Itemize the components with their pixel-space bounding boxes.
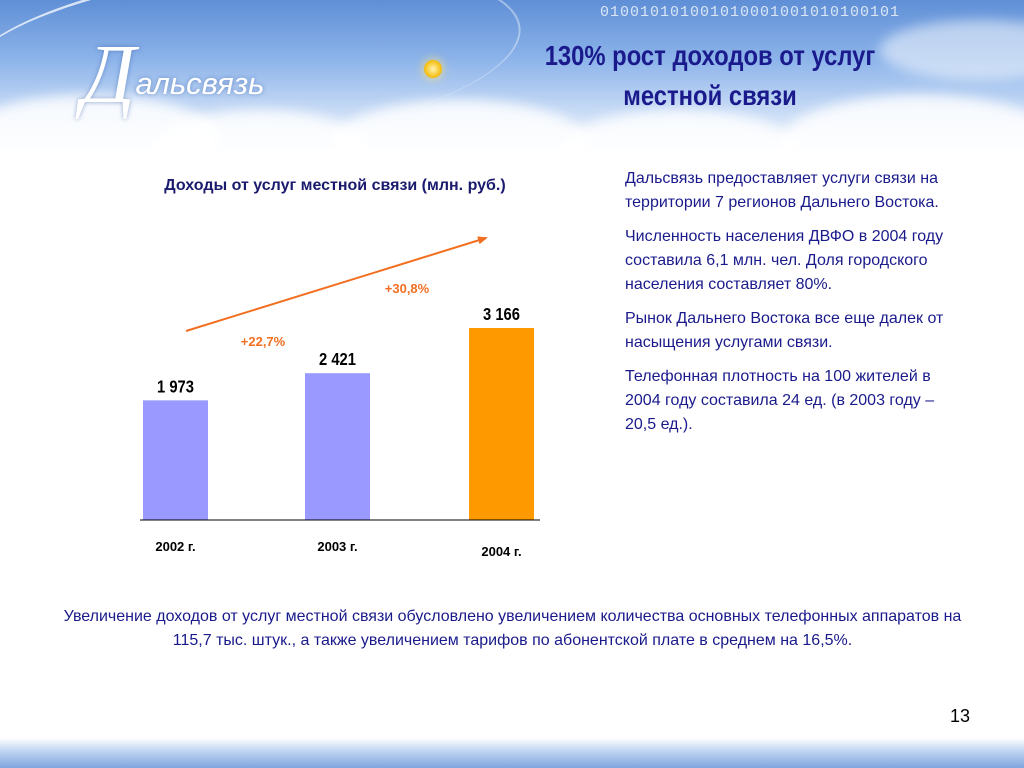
bar-value-label: 3 166 bbox=[483, 305, 520, 325]
info-paragraph: Рынок Дальнего Востока все еще далек от … bbox=[625, 310, 944, 351]
footer-background bbox=[0, 738, 1024, 768]
slide-title: 130% рост доходов от услуг местной связи bbox=[506, 36, 914, 116]
category-label: 2002 г. bbox=[155, 539, 195, 554]
bar-value-label: 2 421 bbox=[319, 350, 356, 370]
info-paragraph: Дальсвязь предоставляет услуги связи на … bbox=[625, 170, 939, 211]
chart-title: Доходы от услуг местной связи (млн. руб.… bbox=[164, 177, 506, 194]
info-paragraph: Телефонная плотность на 100 жителей в 20… bbox=[625, 368, 935, 433]
bar-2004 bbox=[469, 328, 534, 520]
bar-value-label: 1 973 bbox=[157, 377, 194, 397]
binary-pattern: 010010101001010001001010100101 bbox=[600, 4, 901, 21]
slide-title-line-2: местной связи bbox=[623, 80, 797, 111]
growth-label: +22,7% bbox=[241, 334, 286, 349]
logo-initial: Д bbox=[82, 28, 136, 121]
bar-2003 bbox=[305, 373, 370, 520]
slide-title-line-1: 130% рост доходов от услуг bbox=[544, 40, 876, 71]
conclusion-text: Увеличение доходов от услуг местной связ… bbox=[63, 608, 962, 649]
category-label: 2003 г. bbox=[317, 539, 357, 554]
info-text-block: Дальсвязь предоставляет услуги связи на … bbox=[625, 167, 945, 447]
revenue-bar-chart: 1 973 2002 г. 2 421 2003 г. 3 166 2004 г. +22,… bbox=[140, 236, 540, 559]
logo-wordmark: альсвязь bbox=[135, 66, 265, 101]
header-background: 010010101001010001001010100101 Дальсвязь bbox=[0, 0, 1024, 150]
company-logo: Дальсвязь bbox=[82, 30, 264, 120]
growth-label: +30,8% bbox=[385, 281, 430, 296]
page-number: 13 bbox=[949, 706, 970, 726]
bar-2002 bbox=[143, 400, 208, 520]
trend-arrow bbox=[185, 236, 488, 332]
category-label: 2004 г. bbox=[481, 544, 521, 559]
sun-icon bbox=[424, 60, 442, 78]
info-paragraph: Численность населения ДВФО в 2004 году с… bbox=[625, 228, 944, 293]
